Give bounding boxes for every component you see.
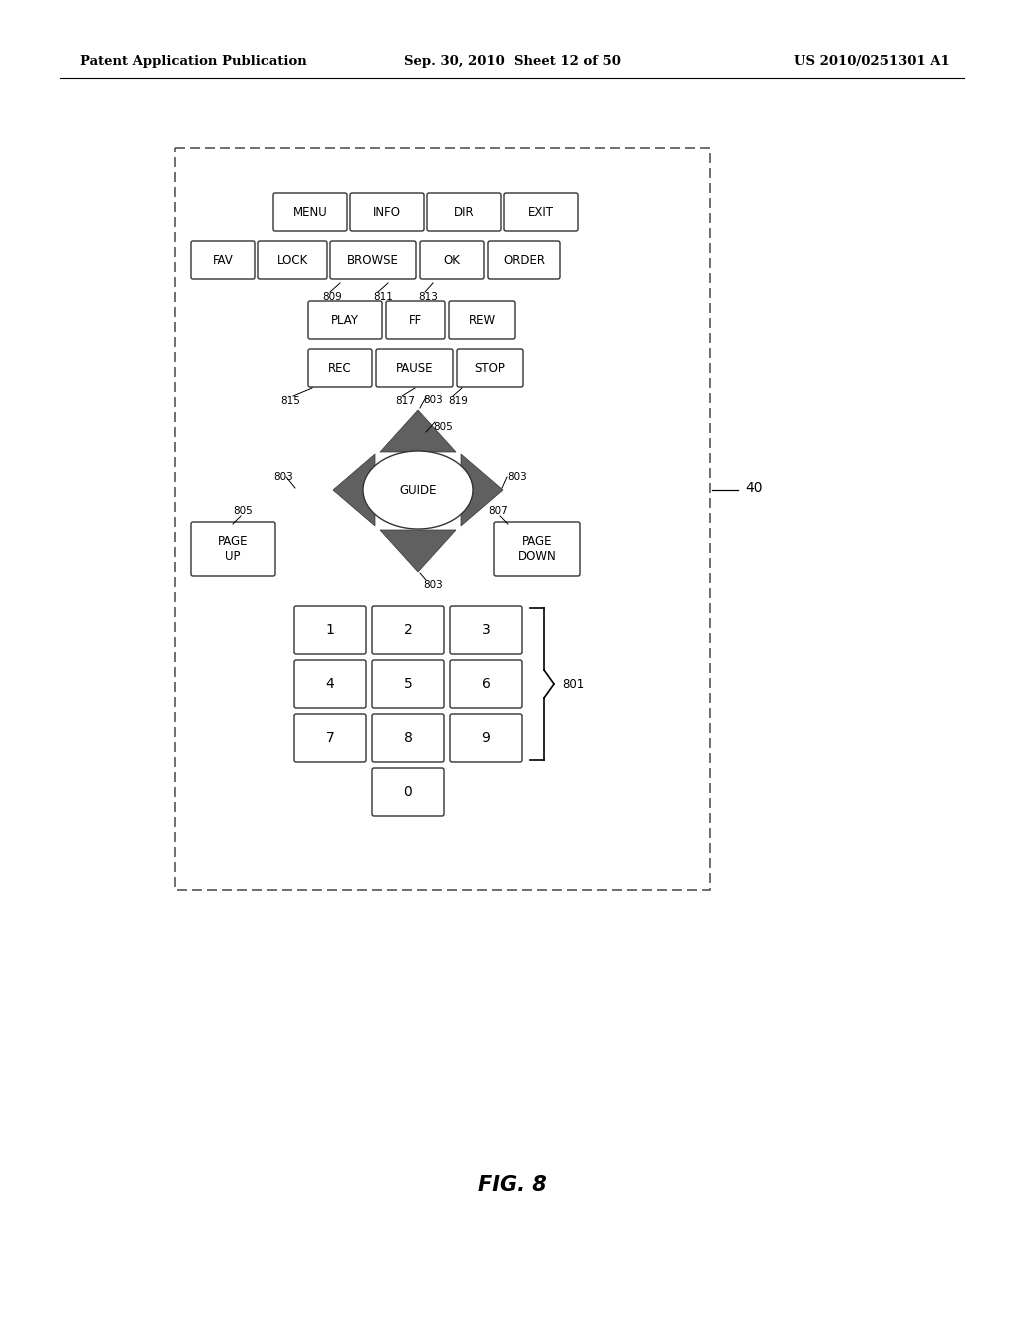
Text: PAGE
DOWN: PAGE DOWN bbox=[517, 535, 556, 564]
Text: FAV: FAV bbox=[213, 253, 233, 267]
FancyBboxPatch shape bbox=[386, 301, 445, 339]
FancyBboxPatch shape bbox=[191, 242, 255, 279]
Text: MENU: MENU bbox=[293, 206, 328, 219]
Text: REW: REW bbox=[468, 314, 496, 326]
Text: 2: 2 bbox=[403, 623, 413, 638]
FancyBboxPatch shape bbox=[372, 660, 444, 708]
Polygon shape bbox=[380, 411, 456, 451]
FancyBboxPatch shape bbox=[372, 768, 444, 816]
Text: 5: 5 bbox=[403, 677, 413, 690]
Text: OK: OK bbox=[443, 253, 461, 267]
Text: ORDER: ORDER bbox=[503, 253, 545, 267]
FancyBboxPatch shape bbox=[372, 606, 444, 653]
FancyBboxPatch shape bbox=[273, 193, 347, 231]
Text: 809: 809 bbox=[322, 292, 342, 302]
Text: 803: 803 bbox=[273, 473, 293, 482]
FancyBboxPatch shape bbox=[191, 521, 275, 576]
FancyBboxPatch shape bbox=[294, 714, 366, 762]
FancyBboxPatch shape bbox=[427, 193, 501, 231]
Ellipse shape bbox=[362, 451, 473, 529]
Text: 803: 803 bbox=[423, 579, 442, 590]
Text: 7: 7 bbox=[326, 731, 335, 744]
Polygon shape bbox=[380, 531, 456, 572]
Text: 6: 6 bbox=[481, 677, 490, 690]
Text: DIR: DIR bbox=[454, 206, 474, 219]
Bar bbox=[175, 148, 710, 890]
FancyBboxPatch shape bbox=[308, 348, 372, 387]
Text: STOP: STOP bbox=[474, 362, 506, 375]
FancyBboxPatch shape bbox=[376, 348, 453, 387]
Text: 805: 805 bbox=[233, 506, 253, 516]
FancyBboxPatch shape bbox=[420, 242, 484, 279]
FancyBboxPatch shape bbox=[450, 606, 522, 653]
Text: 803: 803 bbox=[507, 473, 526, 482]
Text: 819: 819 bbox=[449, 396, 468, 407]
FancyBboxPatch shape bbox=[450, 714, 522, 762]
Text: PAUSE: PAUSE bbox=[395, 362, 433, 375]
Text: PLAY: PLAY bbox=[331, 314, 359, 326]
FancyBboxPatch shape bbox=[457, 348, 523, 387]
Text: 8: 8 bbox=[403, 731, 413, 744]
Text: REC: REC bbox=[328, 362, 352, 375]
Text: 0: 0 bbox=[403, 785, 413, 799]
Text: 817: 817 bbox=[395, 396, 415, 407]
Text: FF: FF bbox=[409, 314, 422, 326]
FancyBboxPatch shape bbox=[494, 521, 580, 576]
Text: 805: 805 bbox=[433, 422, 453, 432]
Text: GUIDE: GUIDE bbox=[399, 483, 437, 496]
FancyBboxPatch shape bbox=[350, 193, 424, 231]
Text: 813: 813 bbox=[418, 292, 438, 302]
FancyBboxPatch shape bbox=[294, 660, 366, 708]
Text: 1: 1 bbox=[326, 623, 335, 638]
Text: LOCK: LOCK bbox=[276, 253, 308, 267]
Text: EXIT: EXIT bbox=[528, 206, 554, 219]
FancyBboxPatch shape bbox=[488, 242, 560, 279]
Text: 4: 4 bbox=[326, 677, 335, 690]
FancyBboxPatch shape bbox=[372, 714, 444, 762]
Text: 9: 9 bbox=[481, 731, 490, 744]
Text: 3: 3 bbox=[481, 623, 490, 638]
Text: PAGE
UP: PAGE UP bbox=[218, 535, 248, 564]
FancyBboxPatch shape bbox=[294, 606, 366, 653]
Text: Patent Application Publication: Patent Application Publication bbox=[80, 55, 307, 69]
Polygon shape bbox=[461, 454, 503, 525]
FancyBboxPatch shape bbox=[258, 242, 327, 279]
FancyBboxPatch shape bbox=[449, 301, 515, 339]
FancyBboxPatch shape bbox=[504, 193, 578, 231]
Text: Sep. 30, 2010  Sheet 12 of 50: Sep. 30, 2010 Sheet 12 of 50 bbox=[403, 55, 621, 69]
Polygon shape bbox=[333, 454, 375, 525]
Text: BROWSE: BROWSE bbox=[347, 253, 399, 267]
Text: US 2010/0251301 A1: US 2010/0251301 A1 bbox=[795, 55, 950, 69]
Text: 811: 811 bbox=[373, 292, 393, 302]
FancyBboxPatch shape bbox=[450, 660, 522, 708]
Text: FIG. 8: FIG. 8 bbox=[477, 1175, 547, 1195]
FancyBboxPatch shape bbox=[330, 242, 416, 279]
Text: 40: 40 bbox=[745, 480, 763, 495]
FancyBboxPatch shape bbox=[308, 301, 382, 339]
Text: INFO: INFO bbox=[373, 206, 401, 219]
Text: 807: 807 bbox=[488, 506, 508, 516]
Text: 801: 801 bbox=[562, 677, 585, 690]
Text: 803: 803 bbox=[423, 395, 442, 405]
Text: 815: 815 bbox=[280, 396, 300, 407]
